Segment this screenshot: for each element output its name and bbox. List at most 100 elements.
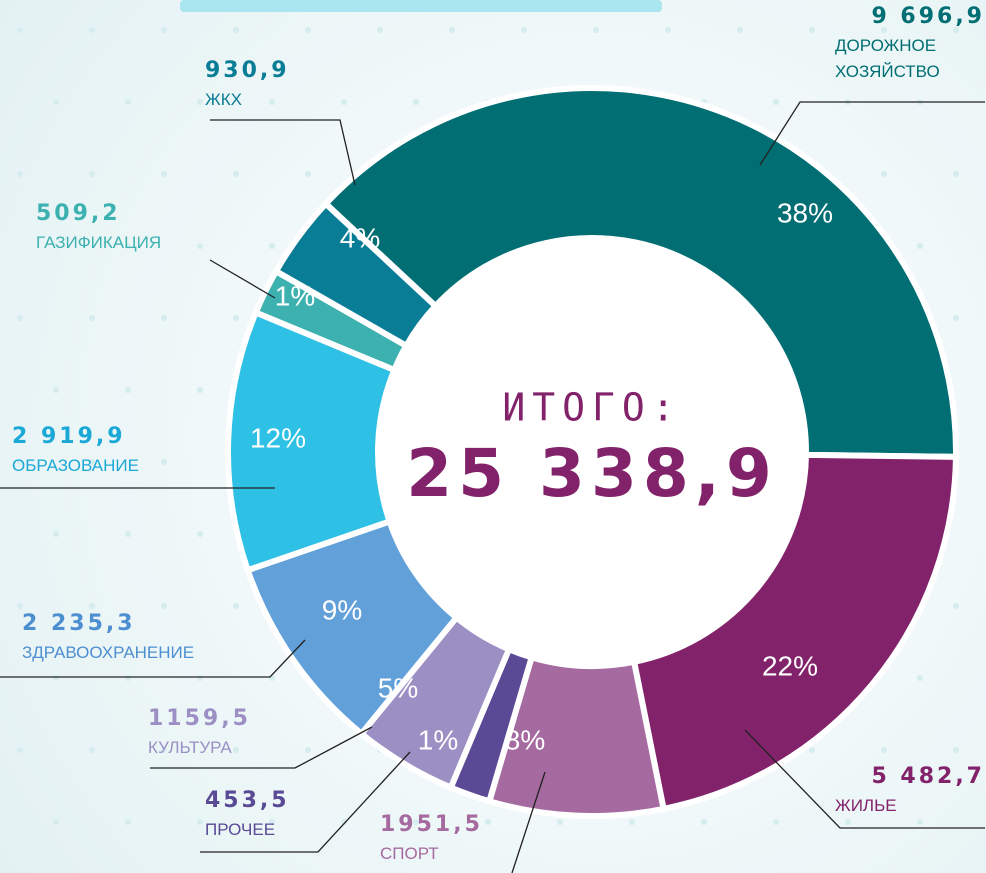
dot <box>17 603 23 609</box>
callout: 1159,5 КУЛЬТУРА <box>148 706 298 761</box>
dot <box>953 603 959 609</box>
dot <box>521 27 527 33</box>
dot <box>89 459 95 465</box>
total-value: 25 338,9 <box>406 435 778 512</box>
percent-label: 8% <box>505 724 545 755</box>
dot <box>197 387 203 393</box>
dot <box>233 603 239 609</box>
callout: 930,9 ЖКХ <box>205 58 355 113</box>
dot <box>233 27 239 33</box>
callout-value: 9 696,9 <box>871 4 985 29</box>
leader-line <box>150 726 373 769</box>
dot <box>413 819 419 825</box>
dot <box>53 387 59 393</box>
dot <box>953 315 959 321</box>
dot <box>89 315 95 321</box>
dot <box>161 315 167 321</box>
callout: 1951,5 СПОРТ <box>380 812 530 867</box>
dot <box>197 99 203 105</box>
percent-label: 4% <box>340 222 380 253</box>
leader-line <box>0 639 306 678</box>
dot <box>197 675 203 681</box>
dot <box>125 99 131 105</box>
dot <box>233 315 239 321</box>
leader-line <box>744 729 985 829</box>
dot <box>449 27 455 33</box>
dot <box>341 819 347 825</box>
dot <box>125 531 131 537</box>
dot <box>917 675 923 681</box>
dot <box>125 675 131 681</box>
dot <box>53 675 59 681</box>
dot <box>773 819 779 825</box>
leader-line <box>200 751 411 853</box>
dot <box>917 243 923 249</box>
dot <box>17 459 23 465</box>
dot <box>701 819 707 825</box>
dot <box>773 99 779 105</box>
callout: 2 919,9 ОБРАЗОВАНИЕ <box>12 424 262 479</box>
dot <box>881 171 887 177</box>
dot <box>269 819 275 825</box>
dot <box>53 99 59 105</box>
dot <box>125 387 131 393</box>
percent-label: 12% <box>250 422 306 453</box>
callout-value: 1951,5 <box>380 812 483 837</box>
percent-label: 1% <box>275 280 315 311</box>
callout-value: 1159,5 <box>148 706 251 731</box>
callout-value: 2 235,3 <box>22 611 136 636</box>
dot <box>737 27 743 33</box>
dot <box>269 675 275 681</box>
dot <box>485 819 491 825</box>
dot <box>197 531 203 537</box>
percent-label: 22% <box>762 650 818 681</box>
donut-hole <box>376 236 808 668</box>
leader-line <box>210 119 356 186</box>
dot <box>269 243 275 249</box>
callout-name: КУЛЬТУРА <box>148 738 232 757</box>
dot <box>413 99 419 105</box>
callout-name: ЗДРАВООХРАНЕНИЕ <box>22 643 195 662</box>
dot <box>53 243 59 249</box>
callout-value: 2 919,9 <box>12 424 126 449</box>
dot <box>917 819 923 825</box>
leader-line <box>209 259 276 299</box>
dot <box>629 819 635 825</box>
callout-name: ЖКХ <box>205 90 242 109</box>
dot <box>305 27 311 33</box>
dot <box>17 315 23 321</box>
dot <box>89 603 95 609</box>
dot <box>881 27 887 33</box>
callout: 453,5 ПРОЧЕЕ <box>205 788 355 843</box>
dot <box>161 603 167 609</box>
dot <box>161 171 167 177</box>
dot <box>161 459 167 465</box>
callout-value: 509,2 <box>36 201 121 226</box>
callout-value: 930,9 <box>205 58 290 83</box>
dot <box>125 819 131 825</box>
percent-label: 9% <box>322 594 362 625</box>
dot <box>197 243 203 249</box>
dot <box>953 747 959 753</box>
dot <box>665 27 671 33</box>
dot <box>17 171 23 177</box>
top-bar <box>180 0 662 12</box>
callout-name: ПРОЧЕЕ <box>205 820 276 839</box>
callout-value: 453,5 <box>205 788 290 813</box>
dot <box>161 27 167 33</box>
dot <box>593 27 599 33</box>
dot <box>377 27 383 33</box>
dot <box>233 171 239 177</box>
callout-name: ОБРАЗОВАНИЕ <box>12 456 139 475</box>
dot <box>341 99 347 105</box>
dot <box>161 747 167 753</box>
percent-label: 5% <box>378 672 418 703</box>
dot <box>17 747 23 753</box>
dot <box>233 747 239 753</box>
percent-label: 1% <box>418 724 458 755</box>
dot <box>53 531 59 537</box>
callout-name: ГАЗИФИКАЦИЯ <box>36 233 162 252</box>
dot <box>881 747 887 753</box>
total-title: ИТОГО: <box>502 386 681 430</box>
